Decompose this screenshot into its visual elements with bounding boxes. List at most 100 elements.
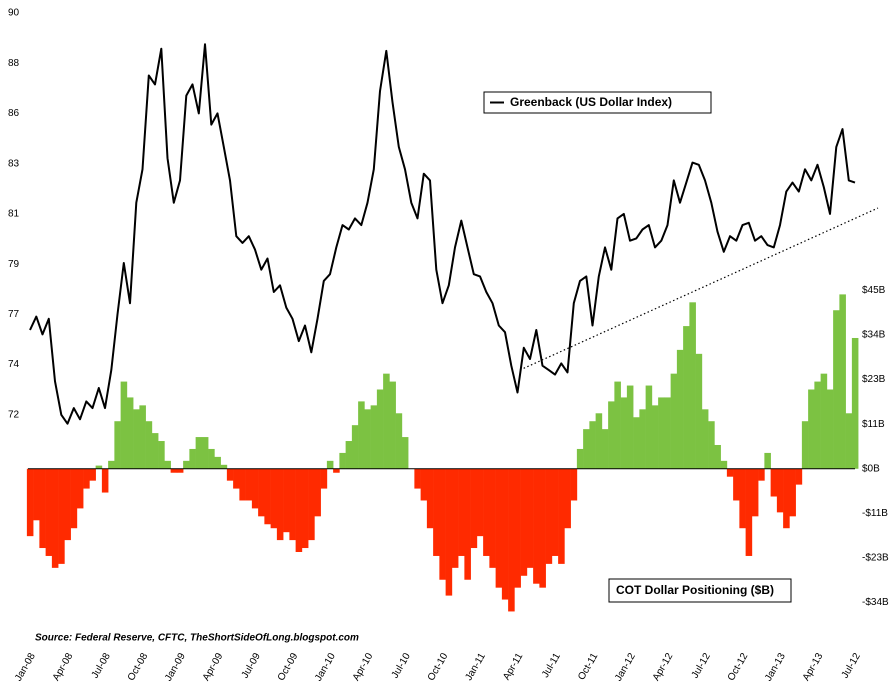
bar: [845, 413, 853, 469]
bar: [564, 468, 571, 529]
bar: [545, 468, 553, 564]
bar: [770, 468, 778, 497]
bar: [170, 468, 178, 473]
bar: [751, 468, 759, 517]
y-tick-label: 88: [8, 58, 20, 69]
x-tick-label: Apr-12: [651, 651, 676, 683]
bar: [426, 468, 434, 529]
bar: [351, 425, 359, 469]
bar: [495, 468, 503, 588]
bar: [295, 468, 303, 552]
bar: [433, 468, 440, 556]
bar: [189, 448, 196, 469]
bar: [614, 381, 621, 469]
legend-box: [608, 578, 792, 603]
bar: [164, 460, 171, 469]
bar: [795, 468, 803, 485]
bar: [695, 353, 703, 469]
bar: [339, 452, 346, 469]
y2-tick-label: $23B: [862, 374, 886, 385]
bar: [533, 468, 540, 584]
x-tick-label: Oct-08: [126, 651, 151, 683]
bar: [714, 444, 721, 469]
x-tick-label: Jul-12: [840, 651, 863, 680]
bar: [739, 468, 746, 529]
x-tick-label: Jan-13: [763, 651, 788, 683]
bar: [601, 429, 609, 469]
bar: [239, 468, 246, 501]
bar: [45, 468, 53, 556]
bar: [470, 468, 478, 549]
legend-line: Greenback (US Dollar Index): [483, 91, 712, 114]
bar: [26, 468, 34, 537]
y-tick-label: 72: [8, 409, 20, 420]
bar: [820, 373, 828, 469]
bar: [95, 465, 103, 469]
bar: [526, 468, 534, 568]
bar: [726, 468, 734, 477]
bar: [158, 441, 165, 469]
bar: [120, 381, 128, 469]
bar: [364, 409, 371, 469]
x-tick-label: Jul-09: [240, 651, 263, 680]
legend-label: COT Dollar Positioning ($B): [616, 583, 774, 597]
bar: [70, 468, 78, 529]
bar: [851, 337, 859, 469]
bar: [670, 373, 678, 469]
bar: [226, 468, 234, 481]
y-tick-label: 86: [8, 108, 20, 119]
bar: [370, 405, 378, 469]
bar: [126, 397, 134, 469]
bar: [520, 468, 528, 576]
trend-line: [519, 207, 879, 371]
bar: [608, 401, 615, 469]
x-tick-label: Jul-11: [540, 651, 563, 680]
bar: [389, 381, 396, 469]
bar: [39, 468, 46, 549]
x-tick-label: Jul-12: [690, 651, 713, 680]
bar: [664, 397, 671, 469]
bar: [676, 349, 684, 469]
bar: [514, 468, 521, 588]
bar: [376, 389, 384, 469]
bar: [176, 468, 184, 473]
bar: [320, 468, 328, 489]
bar: [395, 413, 403, 469]
bar: [414, 468, 421, 489]
bar: [570, 468, 578, 501]
x-tick-label: Jan-09: [163, 651, 188, 683]
bar: [745, 468, 753, 556]
x-tick-label: Jan-12: [613, 651, 638, 683]
bar: [683, 326, 690, 469]
y-tick-label: 77: [8, 309, 20, 320]
bar: [633, 417, 640, 469]
bar: [589, 421, 596, 469]
y2-tick-label: -$23B: [862, 553, 889, 564]
bar: [720, 460, 728, 469]
y2-tick-label: $11B: [862, 419, 885, 430]
bar: [89, 468, 96, 481]
y2-tick-label: $34B: [862, 330, 886, 341]
source-note: Source: Federal Reserve, CFTC, TheShortS…: [35, 633, 359, 644]
bar: [839, 294, 846, 469]
bar: [58, 468, 65, 564]
bar: [289, 468, 296, 541]
bar: [333, 468, 340, 473]
bar: [595, 413, 603, 469]
legend-label: Greenback (US Dollar Index): [510, 95, 672, 109]
x-tick-label: Oct-12: [726, 651, 751, 683]
x-tick-label: Apr-11: [501, 651, 525, 682]
bar: [151, 433, 159, 469]
bar: [301, 468, 309, 549]
line: [29, 43, 856, 425]
bar: [489, 468, 496, 568]
bar: [658, 397, 665, 469]
bar: [439, 468, 446, 580]
x-tick-label: Jul-08: [90, 651, 113, 680]
bar: [445, 468, 453, 596]
bar: [801, 421, 809, 469]
bar: [758, 468, 765, 481]
bar: [276, 468, 284, 541]
y-tick-label: 83: [8, 158, 20, 169]
